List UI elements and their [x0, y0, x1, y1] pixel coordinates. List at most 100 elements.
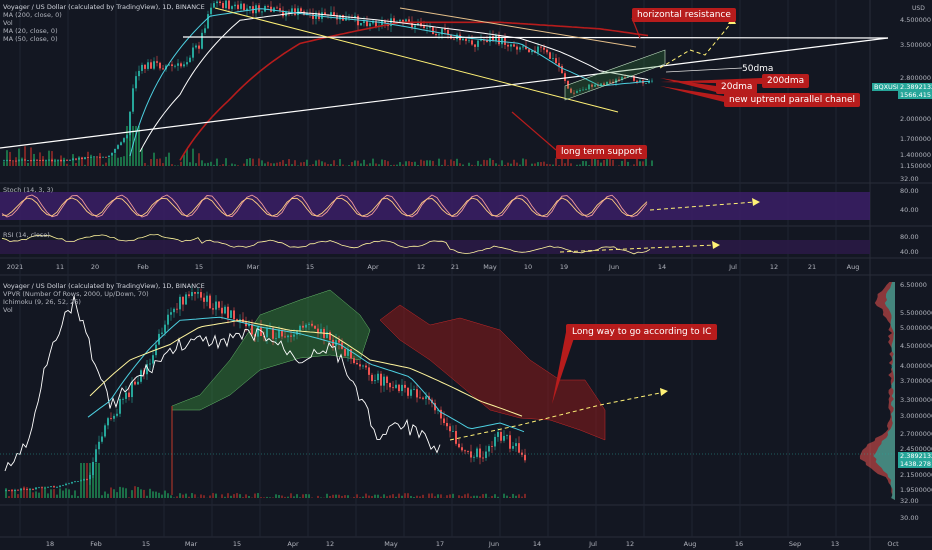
top-volume-bar: [129, 126, 131, 166]
bottom-candle: [119, 398, 121, 414]
top-candle: [555, 58, 557, 64]
bottom-candle: [263, 335, 265, 338]
bottom-candle: [302, 325, 304, 328]
top-candle: [9, 160, 11, 162]
bottom-volume-bar: [398, 493, 400, 498]
rsi-projection: [559, 244, 716, 253]
bottom-volume-bar: [416, 495, 418, 498]
bottom-time-tick: 14: [533, 540, 541, 548]
top-volume-bar: [636, 158, 638, 166]
bottom-volume-bar: [212, 493, 214, 498]
top-volume-bar: [492, 159, 494, 166]
top-candle: [531, 50, 533, 53]
top-candle: [15, 160, 17, 162]
top-candle: [354, 15, 356, 18]
top-candle: [606, 81, 608, 86]
bottom-volume-bar: [326, 493, 328, 498]
bottom-candle: [68, 483, 70, 485]
bottom-candle: [503, 435, 505, 441]
top-candle: [270, 6, 272, 12]
bottom-volume-bar: [296, 494, 298, 498]
top-volume-bar: [282, 160, 284, 166]
top-candle: [261, 11, 263, 13]
bottom-volume-bar: [275, 494, 277, 498]
bottom-time-tick: Aug: [684, 540, 697, 548]
bottom-candle: [434, 403, 436, 411]
bottom-volume-bar: [161, 494, 163, 498]
top-candle: [51, 159, 53, 162]
top-candle: [615, 79, 617, 84]
top-candle: [312, 13, 314, 19]
bottom-volume-bar: [482, 494, 484, 498]
top-candle: [342, 14, 344, 21]
top-volume-bar: [372, 158, 374, 166]
top-candle: [159, 62, 161, 69]
top-candle: [399, 19, 401, 22]
top-volume-bar: [243, 163, 245, 166]
top-volume-bar: [513, 159, 515, 166]
top-volume-bar: [348, 165, 350, 166]
top-candle: [180, 63, 182, 67]
bottom-time-tick: Mar: [185, 540, 198, 548]
top-volume-bar: [405, 161, 407, 166]
bottom-candle: [188, 294, 190, 297]
chikou-span: [4, 295, 441, 472]
top-volume-bar: [381, 159, 383, 166]
bottom-volume-bar: [248, 496, 250, 498]
top-volume-bar: [171, 164, 173, 166]
bottom-candle: [107, 418, 109, 426]
callout-pointer: [511, 111, 557, 151]
bottom-candle: [134, 381, 136, 385]
bottom-candle: [197, 292, 199, 294]
bottom-candle: [278, 330, 280, 339]
top-candle: [588, 84, 590, 90]
bottom-candle: [116, 413, 118, 416]
top-volume-bar: [120, 157, 122, 166]
bottom-volume-bar: [140, 489, 142, 498]
top-candle: [339, 14, 341, 20]
top-volume-bar: [321, 161, 323, 166]
bottom-legend-vol: Vol: [3, 306, 13, 314]
bottom-candle: [518, 443, 520, 453]
bottom-volume-bar: [434, 496, 436, 498]
top-volume-bar: [264, 163, 266, 166]
bottom-volume-bar: [170, 495, 172, 498]
bottom-candle: [161, 332, 163, 334]
bottom-candle: [350, 349, 352, 359]
bottom-candle: [125, 392, 127, 399]
callout-pointer: [660, 78, 716, 92]
top-candle: [633, 75, 635, 81]
rsi-band: [0, 240, 870, 254]
top-volume-bar: [222, 164, 224, 166]
top-candle: [231, 6, 233, 9]
top-volume-bar: [459, 163, 461, 166]
top-volume-bar: [633, 164, 635, 166]
ichimoku-callout-pointer: [552, 332, 576, 404]
ma200-line: [179, 21, 649, 161]
bottom-candle: [440, 409, 442, 419]
top-volume-bar: [54, 158, 56, 166]
top-volume-bar: [549, 164, 551, 166]
top-candle: [651, 80, 653, 82]
top-candle: [426, 27, 428, 29]
top-candle: [639, 80, 641, 82]
bottom-volume-bar: [287, 496, 289, 498]
top-volume-bar: [354, 160, 356, 166]
bottom-candle: [485, 451, 487, 458]
top-volume-bar: [156, 158, 158, 166]
top-volume-bar: [297, 165, 299, 166]
bottom-candle: [521, 452, 523, 455]
top-candle: [303, 11, 305, 16]
top-volume-bar: [429, 160, 431, 166]
bottom-candle: [353, 358, 355, 364]
bottom-volume-bar: [380, 496, 382, 498]
top-volume-bar: [363, 159, 365, 166]
top-candle: [543, 47, 545, 50]
bottom-volume-bar: [284, 496, 286, 498]
bottom-candle: [497, 431, 499, 437]
bottom-candle: [389, 383, 391, 388]
bottom-volume-bar: [524, 493, 526, 498]
top-candle: [150, 62, 152, 69]
bottom-candle: [320, 328, 322, 334]
ma200-callout: 200dma: [762, 74, 810, 88]
